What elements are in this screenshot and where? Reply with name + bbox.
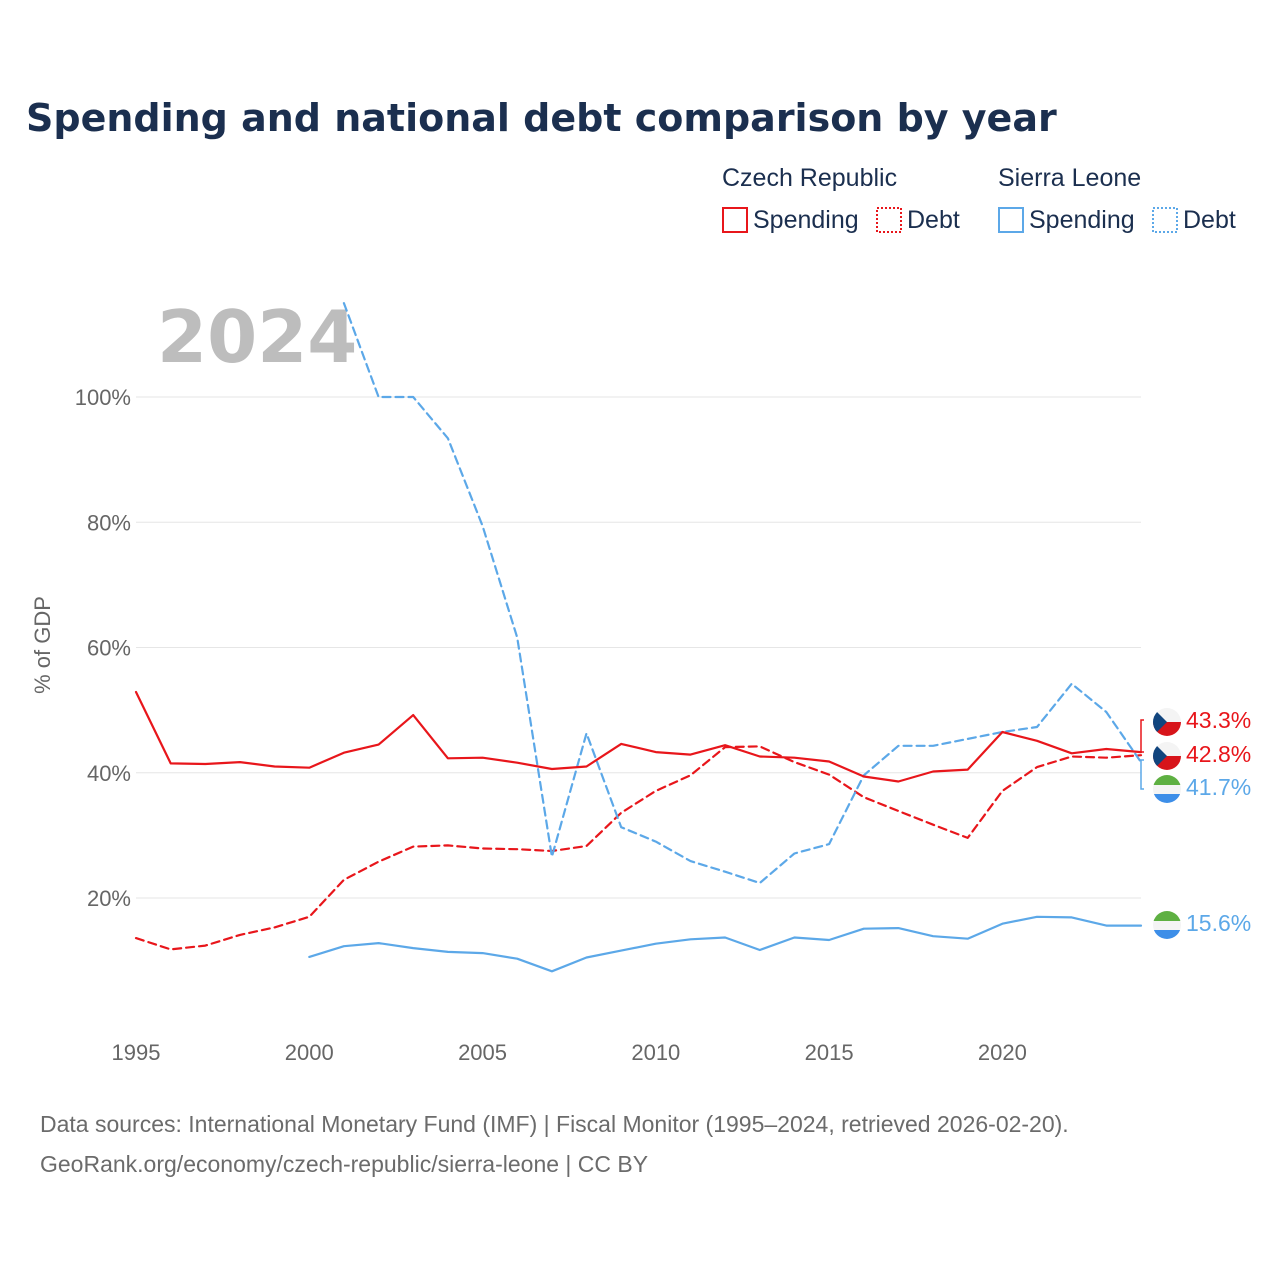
legend-czech-spending-swatch <box>722 207 748 233</box>
sierra-bracket <box>1140 759 1144 790</box>
end-label-sierra-debt: 41.7% <box>1153 774 1251 803</box>
legend-sierra-spending-label: Spending <box>1029 206 1135 234</box>
legend-sierra-debt-swatch <box>1152 207 1178 233</box>
sierra-leone-flag-icon <box>1153 911 1181 939</box>
y-tick-label: 20% <box>87 886 131 911</box>
sierra-leone-spending-line <box>308 915 1143 973</box>
czech-debt-end-value: 42.8% <box>1186 741 1251 767</box>
y-axis-ticks: 20% 40% 60% 80% 100% <box>75 385 131 911</box>
end-label-czech-debt: 42.8% <box>1153 741 1251 770</box>
footer-sources: Data sources: International Monetary Fun… <box>40 1111 1069 1137</box>
czech-flag-icon <box>1153 708 1181 736</box>
legend-czech-debt-swatch <box>876 207 902 233</box>
y-tick-label: 80% <box>87 510 131 535</box>
x-axis-ticks: 1995 2000 2005 2010 2015 2020 <box>112 1040 1027 1065</box>
sierra-debt-end-value: 41.7% <box>1186 774 1251 800</box>
legend-sierra-spending[interactable]: Spending <box>998 206 1135 234</box>
x-tick-label: 2020 <box>978 1040 1027 1065</box>
czech-debt-line <box>134 745 1143 951</box>
sierra-spending-end-value: 15.6% <box>1186 910 1251 936</box>
footer-attribution[interactable]: GeoRank.org/economy/czech-republic/sierr… <box>40 1151 648 1177</box>
legend-sierra-spending-swatch <box>998 207 1024 233</box>
legend-sierra-debt-label: Debt <box>1183 206 1236 234</box>
sierra-leone-flag-icon <box>1153 775 1181 803</box>
end-label-brackets <box>1140 719 1144 790</box>
end-label-sierra-spending: 15.6% <box>1153 910 1251 939</box>
x-tick-label: 2000 <box>285 1040 334 1065</box>
legend-sierra-debt[interactable]: Debt <box>1152 206 1236 234</box>
sierra-leone-debt-line <box>342 302 1143 885</box>
end-label-czech-spending: 43.3% <box>1153 707 1251 736</box>
legend-sierra-name: Sierra Leone <box>998 164 1141 192</box>
legend-czech-spending-label: Spending <box>753 206 859 234</box>
legend-czech-debt-label: Debt <box>907 206 960 234</box>
x-tick-label: 1995 <box>112 1040 161 1065</box>
y-tick-label: 100% <box>75 385 131 410</box>
y-tick-label: 60% <box>87 636 131 661</box>
year-display: 2024 <box>157 295 357 379</box>
x-tick-label: 2015 <box>805 1040 854 1065</box>
gridlines <box>136 396 1141 899</box>
y-tick-label: 40% <box>87 761 131 786</box>
series-lines <box>134 302 1143 973</box>
chart-title: Spending and national debt comparison by… <box>26 96 1057 140</box>
legend: Czech Republic Sierra Leone Spending Deb… <box>722 164 1236 234</box>
czech-flag-icon <box>1153 742 1181 770</box>
legend-czech-name: Czech Republic <box>722 164 897 192</box>
czech-spending-end-value: 43.3% <box>1186 707 1251 733</box>
czech-spending-line <box>134 690 1143 783</box>
y-axis-label: % of GDP <box>30 596 55 694</box>
x-tick-label: 2010 <box>631 1040 680 1065</box>
legend-czech-debt[interactable]: Debt <box>876 206 960 234</box>
legend-czech-spending[interactable]: Spending <box>722 206 859 234</box>
czech-bracket <box>1140 719 1144 753</box>
x-tick-label: 2005 <box>458 1040 507 1065</box>
